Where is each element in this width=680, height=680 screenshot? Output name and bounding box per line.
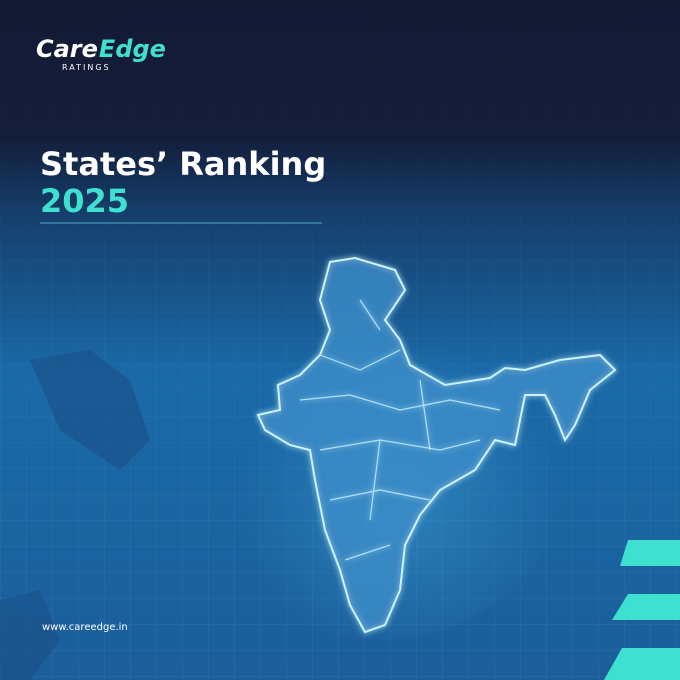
year: 2025 bbox=[40, 182, 129, 220]
logo-edge: Edge bbox=[99, 35, 166, 63]
logo-tagline: RATINGS bbox=[62, 63, 111, 72]
land bbox=[0, 350, 150, 680]
logo-care: Care bbox=[36, 35, 98, 63]
india-map bbox=[256, 256, 617, 634]
accent-stripes bbox=[604, 540, 680, 680]
title: States’ Ranking bbox=[40, 145, 326, 183]
state-borders bbox=[299, 299, 501, 561]
website: www.careedge.in bbox=[42, 622, 128, 633]
